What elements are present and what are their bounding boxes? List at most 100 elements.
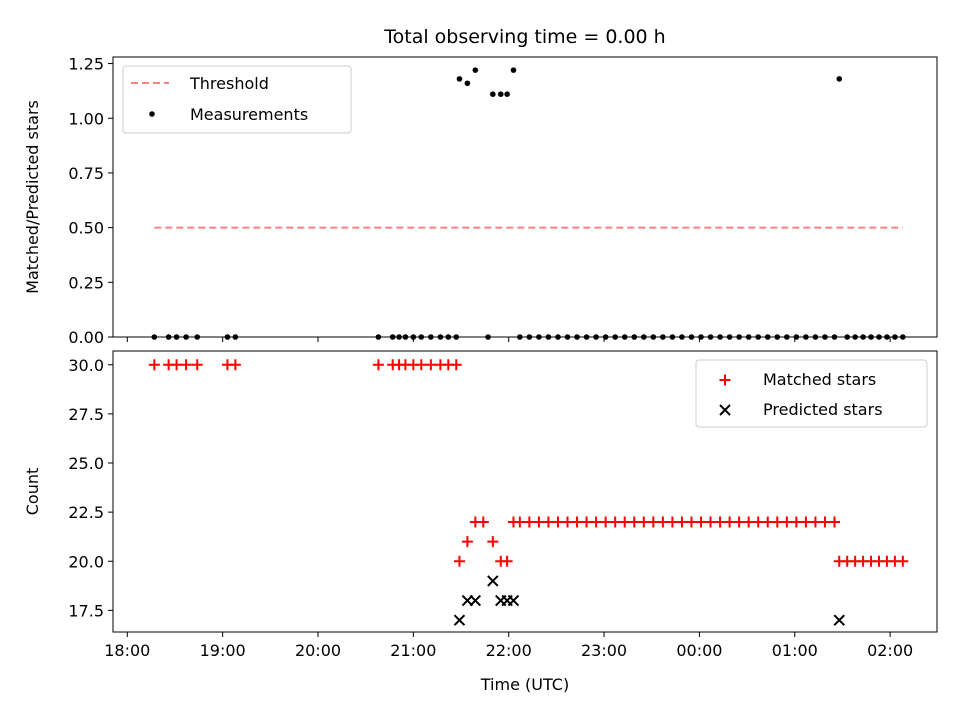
matched-star-point bbox=[425, 359, 437, 371]
measurement-point bbox=[764, 334, 771, 340]
measurement-point bbox=[464, 80, 471, 87]
matched-star-point bbox=[581, 516, 593, 528]
matched-star-point bbox=[676, 516, 688, 528]
matched-star-point bbox=[600, 516, 612, 528]
x-axis-label: Time (UTC) bbox=[480, 675, 569, 694]
measurement-point bbox=[602, 334, 609, 340]
series-measurements bbox=[151, 67, 906, 340]
measurement-point bbox=[774, 334, 781, 340]
matched-star-point bbox=[523, 516, 535, 528]
matched-star-point bbox=[752, 516, 764, 528]
plot-frame bbox=[112, 56, 938, 338]
y-tick-label: 20.0 bbox=[68, 552, 104, 571]
measurement-point bbox=[836, 76, 843, 82]
matched-star-point bbox=[762, 516, 774, 528]
measurement-point bbox=[793, 334, 800, 340]
measurement-point bbox=[183, 334, 189, 340]
legend-measurement-swatch bbox=[149, 111, 155, 117]
measurement-point bbox=[876, 334, 882, 340]
measurement-point bbox=[545, 334, 552, 340]
y-tick-label: 30.0 bbox=[68, 356, 104, 375]
matched-star-point bbox=[372, 359, 384, 371]
matched-star-point bbox=[800, 516, 812, 528]
matched-star-point bbox=[705, 516, 717, 528]
measurement-point bbox=[726, 334, 733, 340]
measurement-point bbox=[224, 334, 231, 340]
matched-star-point bbox=[828, 516, 840, 528]
measurement-point bbox=[593, 334, 599, 340]
measurement-point bbox=[428, 334, 434, 340]
measurement-point bbox=[868, 334, 874, 340]
x-tick-label: 01:00 bbox=[772, 641, 818, 660]
series-predicted-stars bbox=[453, 575, 845, 626]
matched-star-point bbox=[819, 516, 831, 528]
measurement-point bbox=[555, 334, 561, 340]
matched-star-point bbox=[453, 555, 465, 567]
measurement-point bbox=[375, 334, 382, 340]
matched-star-point bbox=[809, 516, 821, 528]
measurement-point bbox=[490, 91, 496, 97]
matched-star-point bbox=[571, 516, 583, 528]
measurement-point bbox=[669, 334, 676, 340]
measurement-point bbox=[151, 334, 158, 340]
matched-star-point bbox=[542, 516, 554, 528]
panel-2: 18:00 19:00 20:00 21:00 22:00 23:00 00:00 01:00… bbox=[23, 350, 938, 660]
measurement-point bbox=[173, 334, 180, 340]
y-tick-label: 0.00 bbox=[68, 328, 104, 347]
legend-matched-swatch bbox=[719, 374, 731, 386]
matched-star-point bbox=[590, 516, 602, 528]
measurement-point bbox=[504, 91, 510, 97]
x-tick-label: 23:00 bbox=[581, 641, 627, 660]
matched-star-point bbox=[743, 516, 755, 528]
measurement-point bbox=[456, 76, 463, 82]
y-tick-label: 1.25 bbox=[68, 55, 104, 74]
measurement-point bbox=[194, 334, 201, 340]
matched-star-point bbox=[647, 516, 659, 528]
measurement-point bbox=[784, 334, 790, 340]
measurement-point bbox=[812, 334, 819, 340]
measurement-point bbox=[485, 334, 491, 340]
legend: Threshold Measurements bbox=[122, 65, 352, 134]
y-axis-label: Count bbox=[23, 468, 42, 516]
measurement-point bbox=[803, 334, 809, 340]
y-axis-label: Matched/Predicted stars bbox=[23, 100, 42, 294]
measurement-point bbox=[396, 334, 402, 340]
measurement-point bbox=[900, 334, 906, 340]
measurement-point bbox=[583, 334, 590, 340]
measurement-point bbox=[564, 334, 571, 340]
legend-matched-label: Matched stars bbox=[763, 370, 876, 389]
measurement-point bbox=[717, 334, 723, 340]
y-tick-label: 27.5 bbox=[68, 405, 104, 424]
x-tick-label: 20:00 bbox=[295, 641, 341, 660]
measurement-point bbox=[745, 334, 752, 340]
measurement-point bbox=[698, 334, 704, 340]
matched-star-point bbox=[171, 359, 183, 371]
matched-star-point bbox=[533, 516, 545, 528]
y-tick-label: 22.5 bbox=[68, 503, 104, 522]
predicted-star-point bbox=[833, 614, 845, 626]
measurement-point bbox=[165, 334, 172, 340]
matched-star-point bbox=[461, 536, 473, 548]
x-tick-label: 22:00 bbox=[486, 641, 532, 660]
series-matched-stars bbox=[148, 359, 909, 567]
legend: Matched stars Predicted stars bbox=[695, 359, 928, 428]
matched-star-point bbox=[657, 516, 669, 528]
matched-star-point bbox=[501, 555, 513, 567]
measurement-point bbox=[453, 334, 460, 340]
matched-star-point bbox=[781, 516, 793, 528]
measurement-point bbox=[860, 334, 866, 340]
matched-star-point bbox=[552, 516, 564, 528]
measurement-point bbox=[736, 334, 742, 340]
predicted-star-point bbox=[487, 575, 499, 587]
matched-star-point bbox=[771, 516, 783, 528]
measurement-point bbox=[472, 67, 479, 73]
matched-star-point bbox=[666, 516, 678, 528]
measurement-point bbox=[510, 67, 517, 73]
measurement-point bbox=[688, 334, 695, 340]
predicted-star-point bbox=[469, 594, 482, 607]
measurement-point bbox=[402, 334, 409, 340]
x-tick-label: 18:00 bbox=[104, 641, 150, 660]
measurement-point bbox=[650, 334, 657, 340]
matched-star-point bbox=[628, 516, 640, 528]
legend-measurements-label: Measurements bbox=[190, 105, 308, 124]
